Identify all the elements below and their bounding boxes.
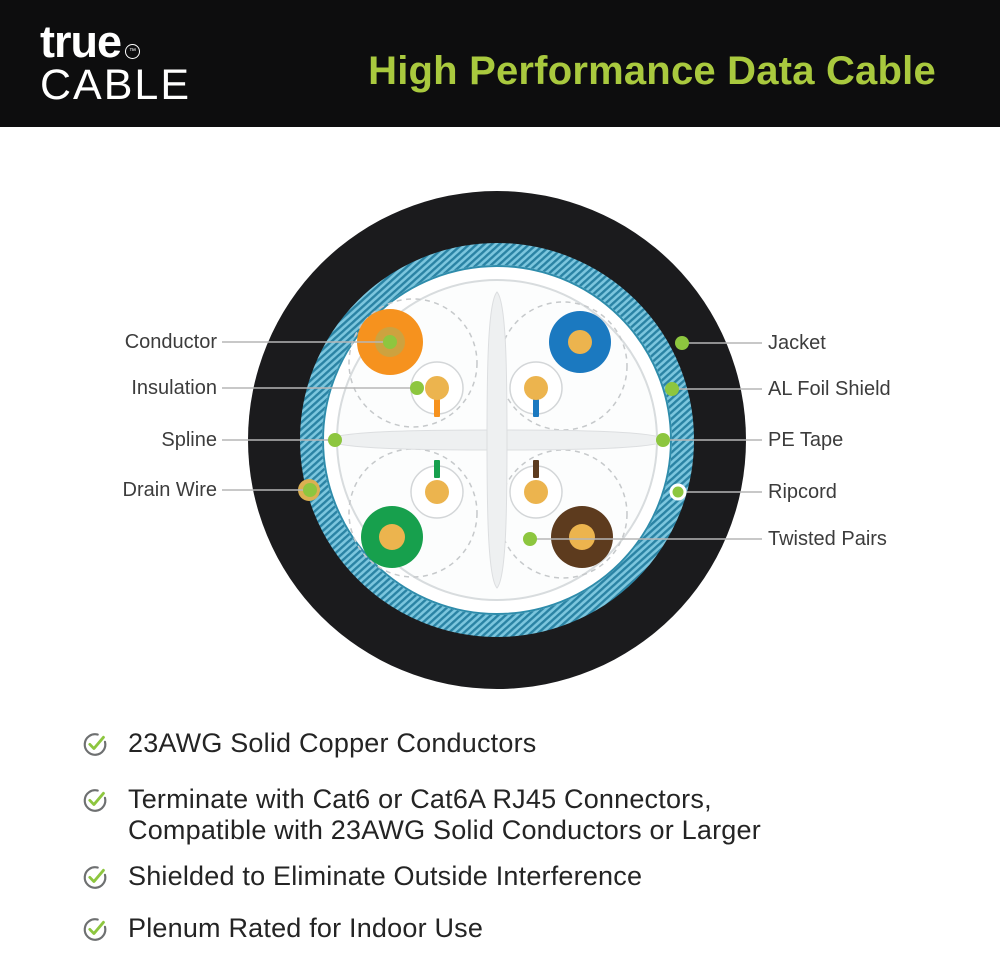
label-drain-wire: Drain Wire [122, 479, 217, 501]
twisted-pairs-marker-dot [523, 532, 537, 546]
green-stripe [434, 460, 440, 478]
blue-stripe [533, 399, 539, 417]
callout-marker-dots [303, 335, 689, 546]
list-item: Terminate with Cat6 or Cat6A RJ45 Connec… [82, 784, 761, 846]
insulation-marker-dot [410, 381, 424, 395]
pair-green [361, 460, 464, 568]
label-pe-tape: PE Tape [768, 429, 844, 451]
white-wire-conductor [524, 480, 548, 504]
label-al-foil-shield: AL Foil Shield [768, 378, 891, 400]
check-circle-icon [83, 918, 107, 941]
list-item: Shielded to Eliminate Outside Interferen… [82, 861, 642, 892]
label-twisted-pairs: Twisted Pairs [768, 528, 887, 550]
label-jacket: Jacket [768, 332, 826, 354]
label-insulation: Insulation [131, 377, 217, 399]
brown-stripe [533, 460, 539, 478]
feature-text: Terminate with Cat6 or Cat6A RJ45 Connec… [128, 784, 761, 845]
drain-wire-marker-dot [303, 483, 317, 497]
cross-section-drawing [222, 191, 762, 689]
page-title: High Performance Data Cable [368, 49, 936, 93]
check-circle-icon [83, 733, 107, 756]
feature-list: 23AWG Solid Copper Conductors Terminate … [0, 715, 1000, 955]
logo-true-text: true [40, 16, 122, 67]
white-wire-conductor [425, 376, 449, 400]
brown-wire-conductor [569, 524, 595, 550]
white-wire-conductor [425, 480, 449, 504]
logo-cable-text: CABLE [40, 61, 192, 109]
callout-lines [222, 341, 762, 540]
jacket-marker-dot [675, 336, 689, 350]
feature-text: 23AWG Solid Copper Conductors [128, 728, 537, 758]
label-ripcord: Ripcord [768, 481, 837, 503]
cable-cross-section-diagram: Conductor Insulation Spline Drain Wire J… [0, 127, 1000, 715]
pe-tape-marker-dot [656, 433, 670, 447]
logo-word-true: true ™ [40, 16, 191, 67]
conductor-marker-dot [383, 335, 397, 349]
orange-stripe [434, 399, 440, 417]
blue-wire-conductor [568, 330, 592, 354]
brand-logo: true ™ CABLE [40, 16, 192, 109]
white-wire-conductor [524, 376, 548, 400]
list-item: 23AWG Solid Copper Conductors [82, 728, 537, 759]
pair-blue [509, 311, 611, 417]
trademark-icon: ™ [125, 44, 141, 59]
label-conductor: Conductor [124, 331, 217, 353]
ripcord-marker-dot [669, 483, 687, 501]
feature-text: Shielded to Eliminate Outside Interferen… [128, 861, 643, 891]
check-circle-icon [83, 866, 107, 889]
feature-text: Plenum Rated for Indoor Use [128, 913, 484, 943]
header-bar: true ™ CABLE High Performance Data Cable [0, 0, 1000, 127]
al-foil-shield-marker-dot [665, 382, 679, 396]
pair-brown [509, 460, 613, 568]
label-spline: Spline [161, 429, 217, 451]
pair-orange [357, 309, 464, 417]
spline-marker-dot [328, 433, 342, 447]
list-item: Plenum Rated for Indoor Use [82, 913, 483, 944]
check-circle-icon [83, 789, 107, 812]
green-wire-conductor [379, 524, 405, 550]
